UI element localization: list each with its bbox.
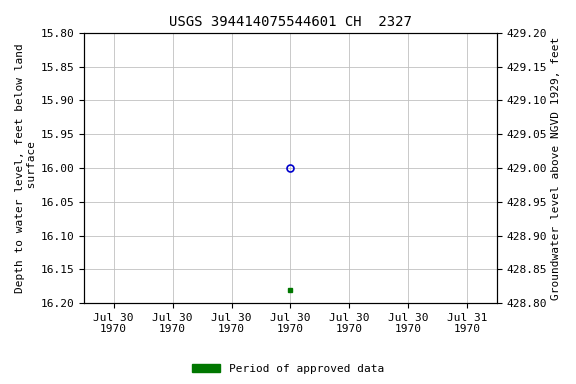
Legend: Period of approved data: Period of approved data <box>188 359 388 379</box>
Y-axis label: Depth to water level, feet below land
 surface: Depth to water level, feet below land su… <box>15 43 37 293</box>
Title: USGS 394414075544601 CH  2327: USGS 394414075544601 CH 2327 <box>169 15 412 29</box>
Y-axis label: Groundwater level above NGVD 1929, feet: Groundwater level above NGVD 1929, feet <box>551 36 561 300</box>
